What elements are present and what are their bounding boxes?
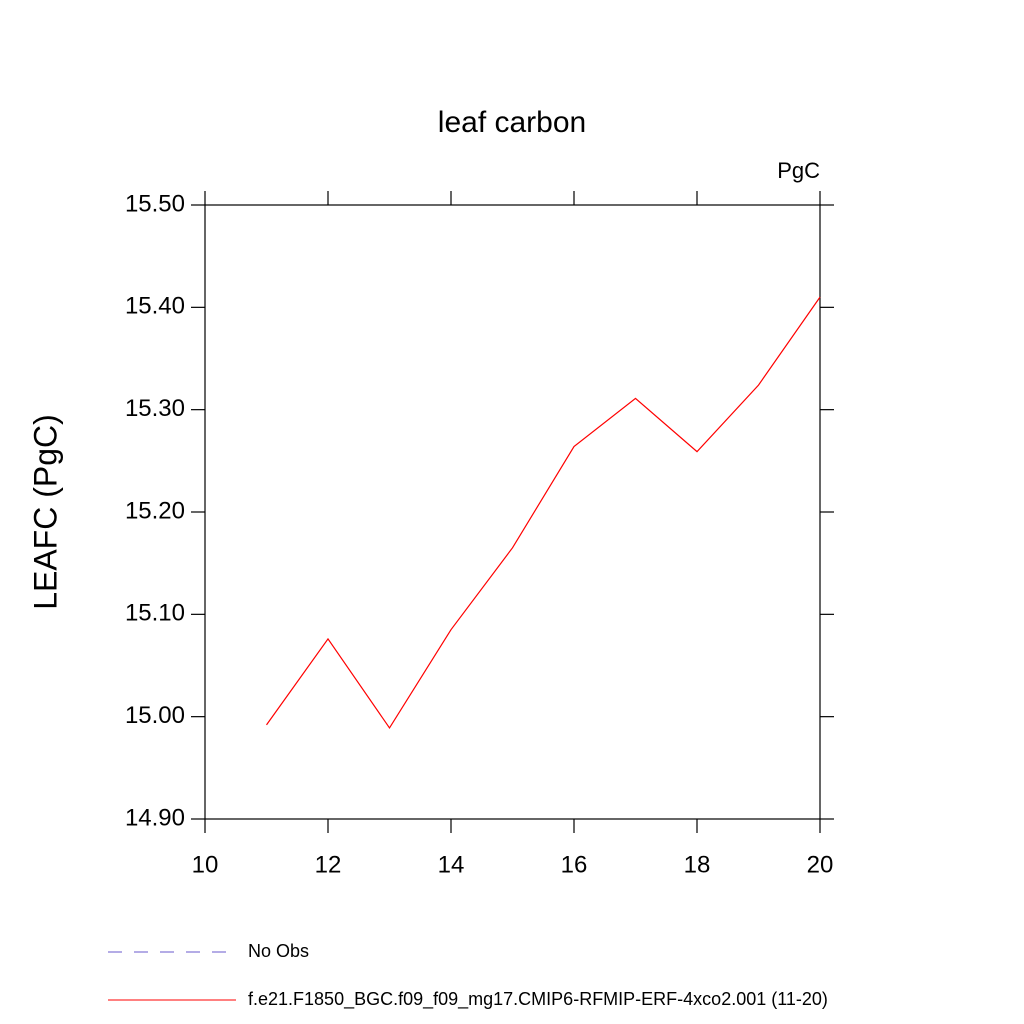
data-line	[266, 296, 821, 730]
x-tick-label: 12	[315, 851, 342, 878]
x-tick-label: 18	[684, 851, 711, 878]
y-tick-label: 14.90	[125, 804, 185, 831]
x-tick-label: 14	[438, 851, 465, 878]
legend-label: f.e21.F1850_BGC.f09_f09_mg17.CMIP6-RFMIP…	[248, 989, 828, 1010]
y-tick-label: 15.20	[125, 497, 185, 524]
units-label: PgC	[777, 158, 820, 183]
y-tick-label: 15.50	[125, 190, 185, 217]
legend-label: No Obs	[248, 941, 309, 961]
y-axis-label: LEAFC (PgC)	[27, 414, 63, 610]
y-tick-label: 15.10	[125, 600, 185, 627]
x-tick-label: 16	[561, 851, 588, 878]
plot-frame	[204, 204, 821, 820]
x-tick-label: 10	[192, 851, 219, 878]
y-tick-label: 15.40	[125, 293, 185, 320]
y-tick-label: 15.30	[125, 395, 185, 422]
y-tick-label: 15.00	[125, 702, 185, 729]
chart-title: leaf carbon	[438, 106, 586, 139]
x-tick-label: 20	[807, 851, 834, 878]
